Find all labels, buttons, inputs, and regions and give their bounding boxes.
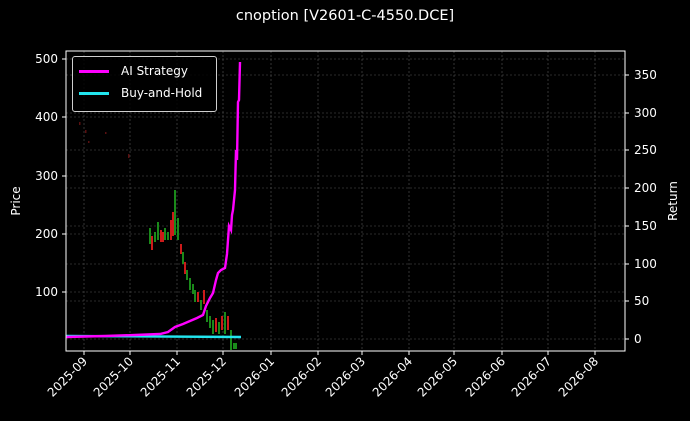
x-tick-2025-10: 2025-10: [91, 354, 136, 399]
legend-item-buy-and-hold: Buy-and-Hold: [79, 84, 202, 102]
x-tick-2025-12: 2025-12: [184, 354, 229, 399]
x-tick-2026-01: 2026-01: [232, 354, 277, 399]
x-tick-2026-07: 2026-07: [509, 354, 554, 399]
right-tick-200: 200: [634, 181, 657, 195]
left-tick-200: 200: [35, 227, 58, 241]
x-tick-2026-05: 2026-05: [415, 354, 460, 399]
ai-strategy-swatch-icon: [79, 69, 109, 73]
left-tick-400: 400: [35, 110, 58, 124]
left-tick-300: 300: [35, 169, 58, 183]
right-tick-350: 350: [634, 68, 657, 82]
legend-item-ai-strategy: AI Strategy: [79, 62, 188, 80]
candles: [149, 190, 237, 350]
left-tick-100: 100: [35, 285, 58, 299]
right-tick-250: 250: [634, 143, 657, 157]
x-tick-2025-11: 2025-11: [138, 354, 183, 399]
buy-and-hold-swatch-icon: [79, 91, 109, 95]
right-tick-300: 300: [634, 106, 657, 120]
left-axis: [62, 58, 66, 293]
x-tick-2026-04: 2026-04: [370, 354, 415, 399]
right-tick-0: 0: [634, 332, 642, 346]
x-axis: [83, 351, 596, 355]
chart-title: cnoption [V2601-C-4550.DCE]: [235, 8, 455, 24]
right-tick-100: 100: [634, 257, 657, 271]
right-tick-150: 150: [634, 219, 657, 233]
right-axis-label: Return: [666, 181, 680, 221]
plot-frame: [65, 50, 626, 352]
x-tick-2026-08: 2026-08: [556, 354, 601, 399]
legend: AI Strategy Buy-and-Hold: [72, 56, 217, 112]
x-tick-2026-06: 2026-06: [463, 354, 508, 399]
right-tick-50: 50: [634, 294, 649, 308]
candles-early: [79, 122, 130, 158]
x-tick-2025-09: 2025-09: [45, 354, 90, 399]
legend-label-ai-strategy: AI Strategy: [121, 64, 188, 78]
x-tick-2026-02: 2026-02: [279, 354, 324, 399]
right-axis: [625, 74, 629, 340]
x-tick-2026-03: 2026-03: [323, 354, 368, 399]
legend-label-buy-and-hold: Buy-and-Hold: [121, 86, 203, 100]
left-axis-label: Price: [9, 186, 23, 215]
ai-strategy-line: [65, 61, 242, 339]
left-tick-500: 500: [35, 52, 58, 66]
